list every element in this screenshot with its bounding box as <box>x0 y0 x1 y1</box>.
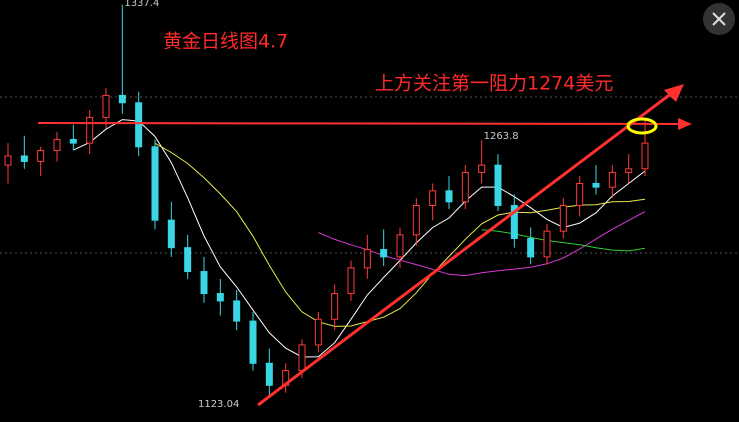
candle-body <box>167 219 175 249</box>
highlight-ellipse <box>626 117 658 135</box>
candle-body <box>543 230 551 258</box>
candle-body <box>265 362 273 386</box>
candle-body <box>412 204 420 236</box>
candle-body <box>216 293 224 302</box>
moving-average <box>73 119 646 358</box>
arrow-head <box>678 118 692 130</box>
candle-body <box>200 271 208 295</box>
candle-body <box>429 190 437 206</box>
candle-body <box>625 168 633 173</box>
candle-body <box>527 238 535 258</box>
candle-body <box>53 138 61 151</box>
candle-body <box>37 149 45 162</box>
candle-body <box>298 344 306 372</box>
candle-body <box>331 293 339 320</box>
trend-line <box>257 91 673 407</box>
candle-body <box>151 146 159 221</box>
moving-average <box>481 229 646 252</box>
candle-body <box>184 247 192 273</box>
candle-body <box>494 164 502 206</box>
candle-body <box>86 116 94 144</box>
close-icon <box>712 12 726 26</box>
candle-body <box>510 204 518 240</box>
candle-body <box>363 249 371 269</box>
annotation: 上方关注第一阻力1274美元 <box>375 73 613 95</box>
arrow-head <box>664 84 684 102</box>
candle-body <box>118 94 126 104</box>
candle-body <box>4 155 12 166</box>
candle-body <box>396 234 404 258</box>
candle-body <box>314 318 322 346</box>
price-label: 1263.8 <box>484 131 519 142</box>
candle-body <box>102 94 110 118</box>
candle-body <box>135 102 143 148</box>
candle-body <box>478 164 486 173</box>
candle-body <box>380 249 388 258</box>
resistance-line <box>37 122 681 125</box>
candle-body <box>20 155 28 162</box>
candle-body <box>576 182 584 206</box>
candle-body <box>559 204 567 232</box>
candle-body <box>347 267 355 295</box>
moving-average <box>318 211 646 277</box>
candle-body <box>233 300 241 322</box>
candle-body <box>461 171 469 203</box>
candle-body <box>445 190 453 203</box>
price-label: 1123.04 <box>198 399 239 410</box>
price-label: 1337.4 <box>124 0 159 9</box>
chart-title: 黄金日线图4.7 <box>163 31 288 53</box>
candle-body <box>608 171 616 188</box>
candle-body <box>69 138 77 144</box>
candle-body <box>249 320 257 364</box>
candle-body <box>641 142 649 170</box>
candle-body <box>592 182 600 188</box>
